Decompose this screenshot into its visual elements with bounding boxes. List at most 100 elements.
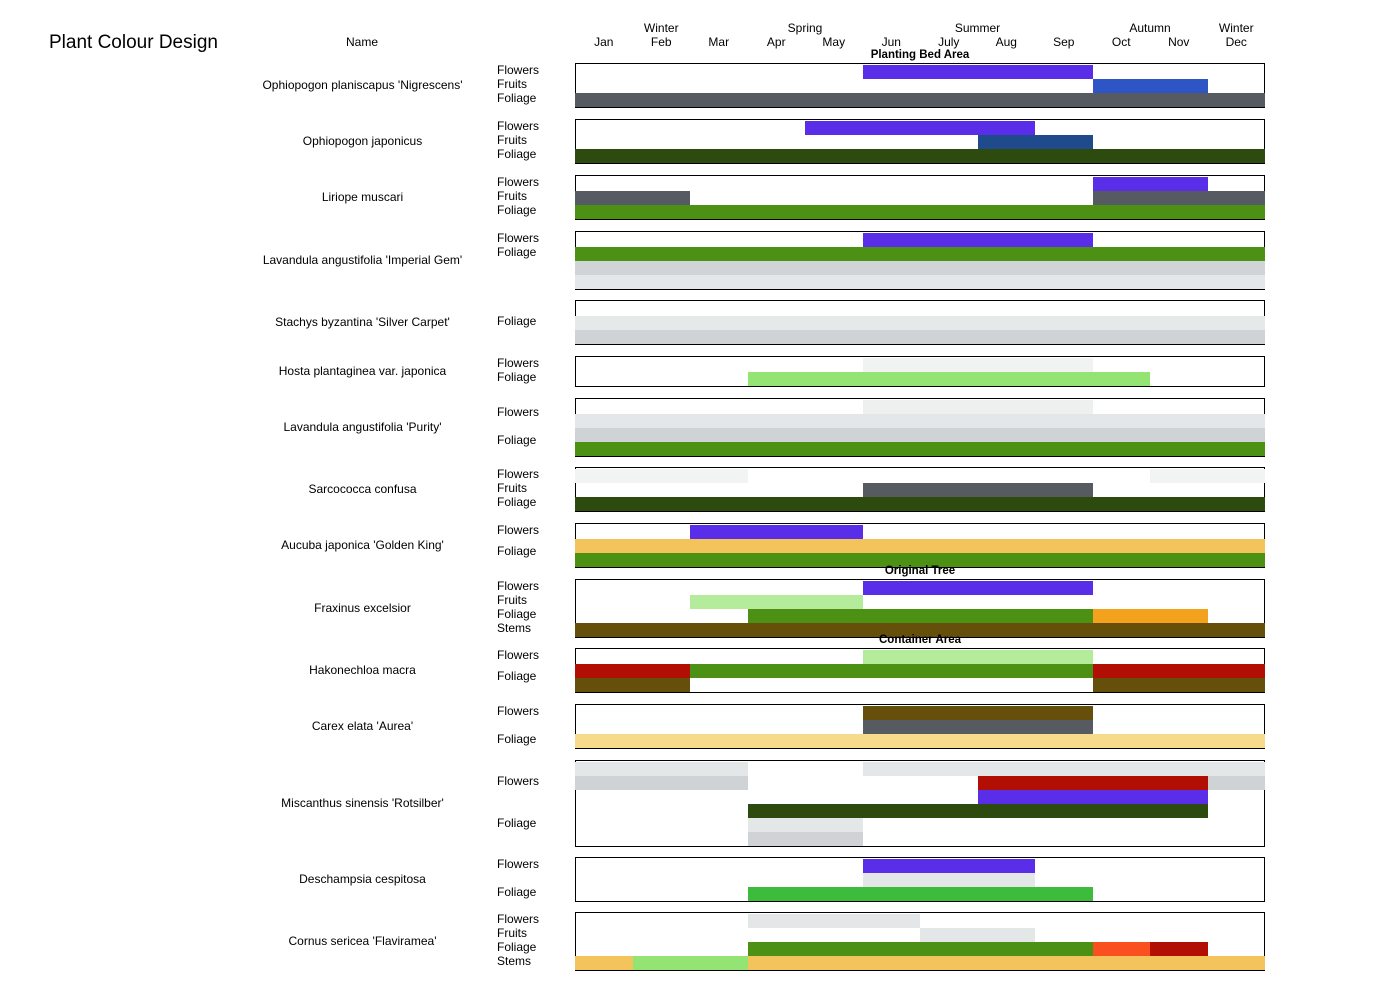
colour-bar <box>862 761 1265 776</box>
colour-bar <box>690 594 863 609</box>
colour-bar <box>575 663 690 678</box>
plant-chart-box <box>575 63 1265 108</box>
colour-bar <box>862 482 1093 497</box>
attribute-label: Foliage <box>497 732 537 746</box>
season-label: Summer <box>954 21 1001 35</box>
attribute-label: Foliage <box>497 147 537 161</box>
colour-bar <box>575 955 633 970</box>
colour-bar <box>690 663 1093 678</box>
colour-bar <box>862 649 1093 664</box>
plant-name: Miscanthus sinensis 'Rotsilber' <box>281 796 444 810</box>
colour-bar <box>747 913 920 928</box>
attribute-label: Flowers <box>497 774 540 788</box>
attribute-label: Foliage <box>497 669 537 683</box>
attribute-label: Foliage <box>497 495 537 509</box>
colour-bar <box>747 803 1208 818</box>
attribute-label: Flowers <box>497 231 540 245</box>
colour-bar <box>575 190 690 205</box>
month-label: Sep <box>1053 35 1075 49</box>
colour-bar <box>747 955 1265 970</box>
colour-bar <box>575 413 1265 428</box>
month-label: Dec <box>1225 35 1247 49</box>
plant-chart-box <box>575 857 1265 902</box>
attribute-label: Foliage <box>497 544 537 558</box>
attribute-label: Flowers <box>497 704 540 718</box>
plant-name: Sarcococca confusa <box>308 482 417 496</box>
colour-bar <box>1150 468 1265 483</box>
plant-name: Carex elata 'Aurea' <box>311 719 414 733</box>
colour-bar <box>747 608 1093 623</box>
attribute-label: Flowers <box>497 579 540 593</box>
month-label: Oct <box>1111 35 1131 49</box>
colour-bar <box>575 775 748 790</box>
colour-bar <box>862 872 1035 887</box>
plant-name: Ophiopogon japonicus <box>302 134 423 148</box>
attribute-label: Fruits <box>497 481 527 495</box>
colour-bar <box>575 496 1265 511</box>
colour-bar <box>1092 608 1208 623</box>
season-label: Spring <box>787 21 823 35</box>
month-label: Jun <box>881 35 901 49</box>
colour-bar <box>575 274 1265 289</box>
colour-bar <box>977 789 1208 804</box>
colour-bar <box>575 329 1265 344</box>
month-label: Apr <box>766 35 786 49</box>
plant-name: Liriope muscari <box>321 190 404 204</box>
name-column-header: Name <box>346 35 379 49</box>
colour-bar <box>1092 663 1265 678</box>
colour-bar <box>862 705 1093 720</box>
plant-name: Aucuba japonica 'Golden King' <box>281 538 444 552</box>
section-label: Planting Bed Area <box>870 49 970 61</box>
month-label: Feb <box>650 35 672 49</box>
month-label: Nov <box>1168 35 1190 49</box>
colour-bar <box>575 677 690 692</box>
colour-bar <box>862 580 1093 595</box>
attribute-label: Foliage <box>497 885 537 899</box>
attribute-label: Foliage <box>497 370 537 384</box>
attribute-label: Flowers <box>497 648 540 662</box>
season-label: Winter <box>1218 21 1254 35</box>
colour-bar <box>977 134 1093 149</box>
colour-bar <box>690 524 863 539</box>
attribute-label: Flowers <box>497 119 540 133</box>
colour-bar <box>575 468 748 483</box>
colour-bar <box>1150 941 1208 956</box>
colour-bar <box>862 232 1093 247</box>
colour-bar <box>805 120 1035 135</box>
season-label: Winter <box>643 21 679 35</box>
plant-name: Stachys byzantina 'Silver Carpet' <box>275 315 450 329</box>
colour-bar <box>575 441 1265 456</box>
colour-bar <box>1092 78 1208 93</box>
attribute-label: Flowers <box>497 63 540 77</box>
plant-name: Hosta plantaginea var. japonica <box>278 364 447 378</box>
plant-name: Deschampsia cespitosa <box>299 872 426 886</box>
colour-bar <box>747 817 863 832</box>
colour-bar <box>977 775 1208 790</box>
plant-name: Hakonechloa macra <box>309 663 416 677</box>
colour-bar <box>1092 941 1150 956</box>
attribute-label: Foliage <box>497 203 537 217</box>
colour-bar <box>575 733 1265 748</box>
plant-name: Ophiopogon planiscapus 'Nigrescens' <box>262 78 463 92</box>
attribute-label: Fruits <box>497 77 527 91</box>
chart-title: Plant Colour Design <box>49 32 218 53</box>
plant-chart-box <box>575 119 1265 164</box>
month-label: May <box>822 35 846 49</box>
colour-bar <box>747 886 1093 901</box>
attribute-label: Foliage <box>497 91 537 105</box>
section-label: Container Area <box>878 634 962 646</box>
colour-bar <box>1092 190 1265 205</box>
colour-bar <box>1207 775 1265 790</box>
attribute-label: Foliage <box>497 816 537 830</box>
colour-bar <box>575 148 1265 163</box>
plant-chart-box <box>575 579 1265 638</box>
attribute-label: Flowers <box>497 523 540 537</box>
month-label: Mar <box>708 35 730 49</box>
colour-bar <box>747 941 1093 956</box>
attribute-label: Foliage <box>497 245 537 259</box>
colour-bar <box>575 204 1265 219</box>
colour-bar <box>747 371 1150 386</box>
colour-bar <box>575 761 748 776</box>
section-label: Original Tree <box>884 565 956 577</box>
month-label: Aug <box>995 35 1017 49</box>
